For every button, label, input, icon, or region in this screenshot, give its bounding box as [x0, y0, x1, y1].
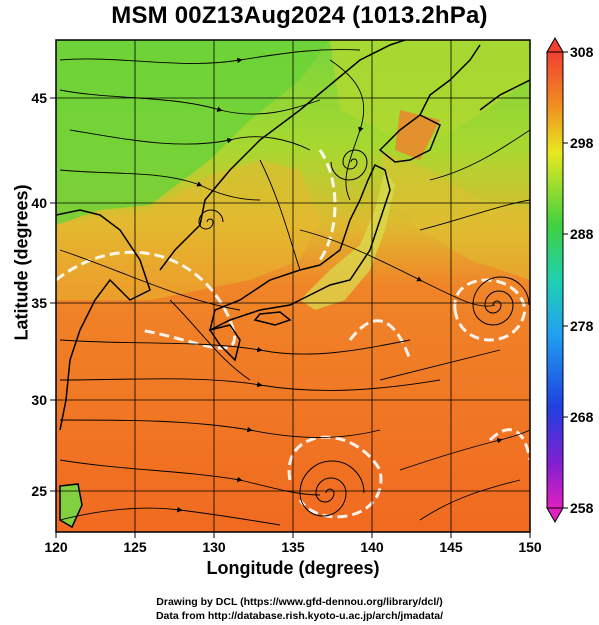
- x-axis-label: Longitude (degrees): [206, 558, 380, 578]
- y-tick-label: 25: [31, 483, 47, 499]
- x-tick-label: 120: [44, 539, 68, 555]
- y-tick-label: 30: [31, 392, 47, 408]
- x-tick-label: 145: [439, 539, 463, 555]
- colorbar-tick-label: 278: [570, 318, 594, 334]
- colorbar-tick-label: 288: [570, 226, 594, 242]
- credits: Drawing by DCL (https://www.gfd-dennou.o…: [0, 595, 599, 623]
- colorbar-tick-label: 268: [570, 409, 594, 425]
- y-axis-label: Latitude (degrees): [11, 184, 32, 341]
- lat-lon-grid: [56, 40, 530, 532]
- colorbar-lower-arrow: [546, 507, 564, 524]
- y-tick-label: 35: [31, 295, 47, 311]
- credit-data: Data from http://database.rish.kyoto-u.a…: [155, 610, 444, 622]
- colorbar: 308 298 288 278 268 258: [546, 36, 594, 524]
- x-tick-label: 140: [360, 539, 384, 555]
- credit-drawing: Drawing by DCL (https://www.gfd-dennou.o…: [156, 596, 443, 608]
- x-tick-label: 150: [518, 539, 542, 555]
- colorbar-tick-label: 258: [570, 500, 594, 516]
- colorbar-tick-label: 308: [570, 44, 594, 60]
- x-tick-label: 125: [123, 539, 147, 555]
- y-tick-label: 40: [31, 195, 47, 211]
- x-tick-label: 135: [281, 539, 305, 555]
- map-title: MSM 00Z13Aug2024 (1013.2hPa): [111, 2, 488, 29]
- colorbar-upper-arrow: [546, 36, 564, 53]
- x-tick-label: 130: [202, 539, 226, 555]
- y-tick-label: 45: [31, 90, 47, 106]
- colorbar-tick-label: 298: [570, 135, 594, 151]
